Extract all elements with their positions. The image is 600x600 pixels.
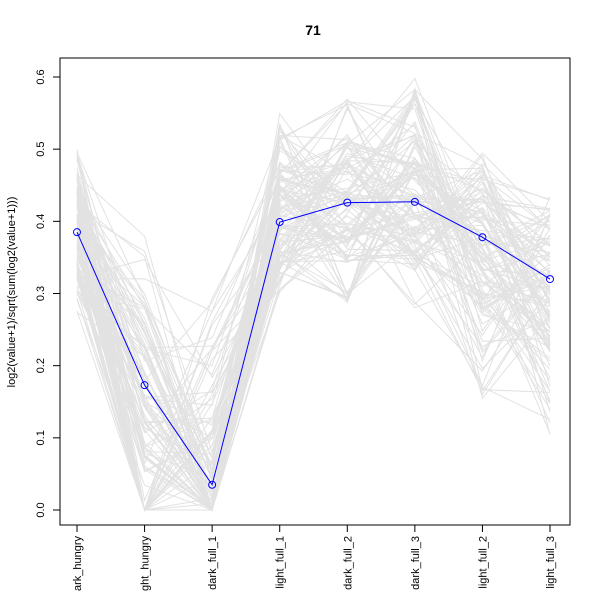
background-line — [76, 171, 551, 512]
background-line — [76, 159, 551, 463]
y-tick-label: 0.1 — [35, 430, 47, 445]
background-line — [76, 185, 551, 512]
background-line — [76, 154, 551, 503]
background-line — [76, 162, 551, 383]
y-tick-label: 0.3 — [35, 286, 47, 301]
x-tick-label: dark_full_2 — [342, 536, 354, 590]
x-tick-label: ght_hungry — [140, 536, 152, 592]
background-line — [76, 100, 551, 512]
background-line — [76, 163, 551, 454]
x-tick-label: ark_hungry — [72, 536, 84, 592]
background-line — [76, 133, 551, 512]
background-line — [76, 187, 551, 460]
y-tick-label: 0.4 — [35, 214, 47, 229]
series-point — [208, 480, 217, 489]
series-point — [275, 218, 284, 227]
background-line — [76, 145, 551, 511]
series-point — [73, 228, 81, 237]
background-line — [76, 96, 551, 511]
background-line — [76, 137, 551, 512]
series-point — [343, 198, 352, 207]
background-line — [76, 133, 551, 480]
series-point — [478, 233, 487, 242]
series-point — [546, 275, 554, 284]
series-line — [76, 201, 551, 486]
x-tick-label: light_full_2 — [477, 536, 489, 589]
background-line — [76, 202, 551, 512]
background-line — [76, 102, 551, 511]
x-axis: ark_hungry ght_hungry dark_full_1 light_ful… — [72, 524, 557, 592]
background-line — [76, 98, 551, 512]
series-point — [410, 197, 419, 206]
background-line — [76, 196, 551, 349]
x-tick-label: dark_full_3 — [410, 536, 422, 590]
y-tick-label: 0.5 — [35, 142, 47, 157]
chart-title: 71 — [305, 22, 321, 38]
x-tick-label: light_full_3 — [545, 536, 557, 589]
y-tick-label: 0.0 — [35, 502, 47, 517]
background-line — [76, 194, 551, 512]
background-line — [76, 166, 551, 511]
background-line — [76, 77, 551, 487]
y-axis: 0.0 0.1 0.2 0.3 0.4 0.5 0.6 — [35, 69, 61, 518]
background-line — [76, 197, 551, 439]
y-axis-label: log2(value+1)/sqrt(sum(log2(value+1))) — [6, 197, 18, 388]
background-line — [76, 136, 551, 498]
y-tick-label: 0.6 — [35, 69, 47, 84]
background-line — [76, 134, 551, 512]
series-point — [140, 381, 149, 390]
background-line — [76, 146, 551, 511]
x-tick-label: light_full_1 — [275, 536, 287, 589]
background-line — [76, 174, 551, 479]
background-line — [76, 142, 551, 512]
background-line — [76, 170, 551, 511]
background-line — [76, 134, 551, 512]
y-tick-label: 0.2 — [35, 358, 47, 373]
main-series — [73, 197, 554, 489]
background-line — [76, 198, 551, 379]
background-line — [76, 223, 551, 511]
background-series-lines — [76, 77, 551, 512]
x-tick-label: dark_full_1 — [207, 536, 219, 590]
